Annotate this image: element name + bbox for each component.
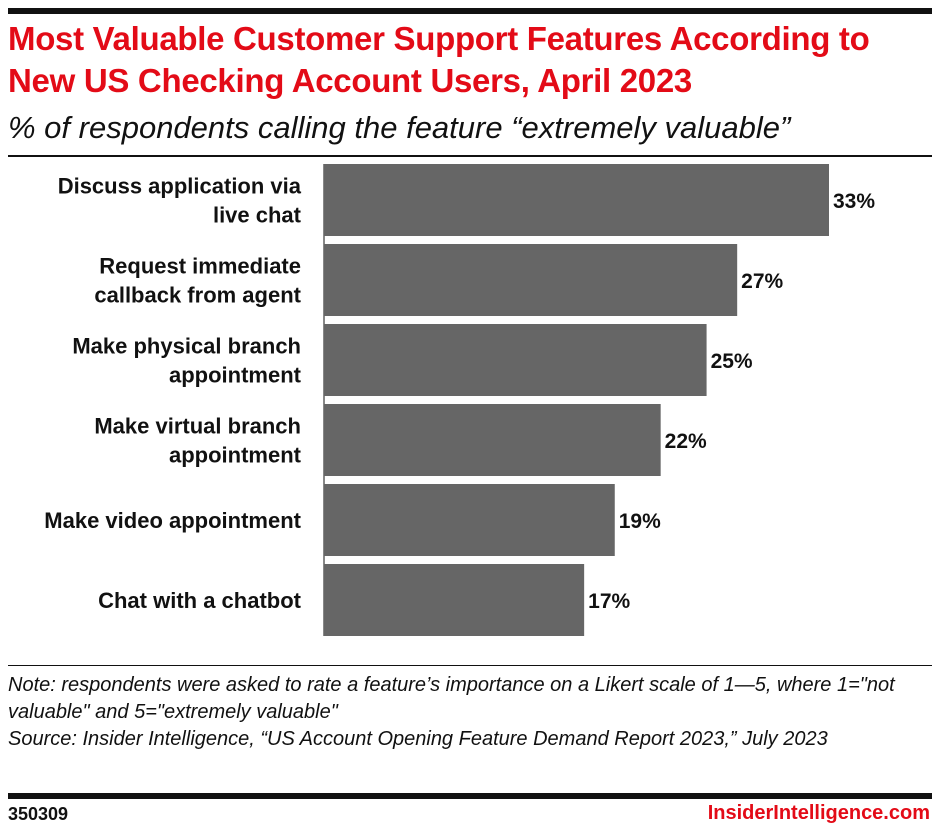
- bar-chart: 33% Discuss application via live chat 27% Re…: [44, 164, 875, 636]
- bar: [324, 484, 615, 556]
- bar: [324, 564, 585, 636]
- note-rule: [8, 665, 932, 666]
- category-label: live chat: [213, 203, 302, 228]
- category-label: Make physical branch: [72, 334, 301, 359]
- category-label: Make video appointment: [44, 508, 301, 533]
- top-rule: [8, 8, 932, 14]
- category-label: Chat with a chatbot: [98, 588, 302, 613]
- subtitle-rule: [8, 155, 932, 157]
- chart-subtitle: % of respondents calling the feature “ex…: [8, 110, 791, 145]
- bar: [324, 404, 661, 476]
- category-label: Make virtual branch: [94, 414, 301, 439]
- brand-logo-text: InsiderIntelligence.com: [707, 802, 930, 824]
- value-label: 17%: [588, 590, 630, 613]
- category-label: appointment: [169, 443, 302, 468]
- chart-title: Most Valuable Customer Support Features …: [8, 20, 870, 99]
- bar: [324, 324, 707, 396]
- bar: [324, 244, 738, 316]
- note-text: Note: respondents were asked to rate a f…: [8, 674, 895, 723]
- category-label: Request immediate: [99, 254, 301, 279]
- value-label: 27%: [741, 270, 783, 293]
- category-label: callback from agent: [94, 283, 301, 308]
- bottom-rule: [8, 793, 932, 799]
- bar: [324, 164, 829, 236]
- category-label: appointment: [169, 363, 302, 388]
- value-label: 33%: [833, 190, 875, 213]
- chart-id: 350309: [8, 804, 69, 824]
- category-label: Discuss application via: [58, 174, 302, 199]
- value-label: 22%: [665, 430, 707, 453]
- value-label: 25%: [711, 350, 753, 373]
- source-text: Source: Insider Intelligence, “US Accoun…: [8, 728, 828, 750]
- chart-notes: Note: respondents were asked to rate a f…: [8, 672, 928, 753]
- value-label: 19%: [619, 510, 661, 533]
